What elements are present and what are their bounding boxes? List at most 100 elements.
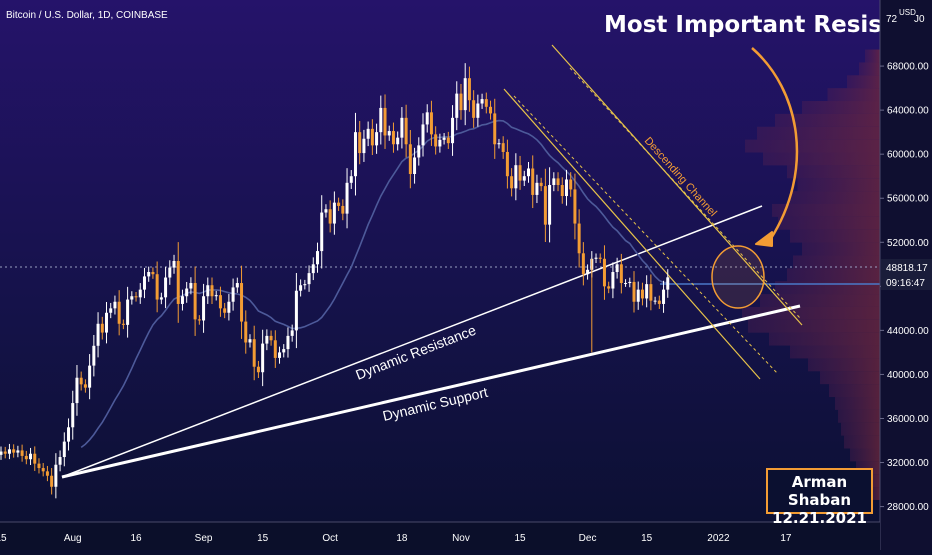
- volume-profile-bar: [748, 319, 880, 333]
- volume-profile-bar: [787, 165, 880, 179]
- candle-body: [510, 176, 514, 189]
- candle-body: [168, 267, 172, 278]
- candle-body: [535, 182, 539, 195]
- candle-body: [543, 186, 547, 225]
- candle-body: [489, 106, 493, 114]
- y-tick-label: 44000.00: [887, 326, 929, 337]
- candle-body: [290, 330, 294, 336]
- volume-profile-bar: [790, 229, 880, 243]
- candle-body: [505, 151, 509, 177]
- candle-body: [202, 296, 206, 321]
- volume-profile-bar: [745, 139, 880, 153]
- candle-body: [105, 312, 108, 333]
- candle-body: [586, 269, 590, 275]
- x-tick-label: 17: [780, 533, 792, 544]
- candle-body: [29, 453, 33, 460]
- candle-body: [514, 165, 518, 189]
- candle-body: [197, 319, 201, 321]
- x-tick-label: 15: [0, 533, 7, 544]
- channel-mid-line: [513, 95, 779, 375]
- candle-body: [573, 189, 577, 224]
- candle-body: [235, 283, 239, 288]
- candle-body: [33, 453, 37, 464]
- candle-body: [138, 289, 142, 298]
- candle-body: [164, 277, 168, 298]
- price-label: 48818.17: [886, 263, 928, 274]
- volume-profile-bar: [838, 409, 880, 423]
- volume-profile-bar: [787, 268, 880, 282]
- candle-body: [484, 99, 488, 107]
- candle-body: [7, 449, 11, 454]
- candle-body: [121, 323, 125, 325]
- volume-profile-bar: [763, 152, 880, 166]
- candle-body: [602, 258, 606, 287]
- candle-body: [328, 209, 332, 224]
- candle-body: [455, 93, 459, 118]
- volume-profile-bar: [847, 75, 880, 89]
- candle-body: [362, 138, 366, 154]
- candle-body: [396, 137, 400, 145]
- y-tick-label: 64000.00: [887, 106, 929, 117]
- candle-body: [467, 78, 471, 101]
- candle-body: [50, 475, 54, 487]
- candle-body: [387, 131, 391, 136]
- candle-body: [20, 450, 24, 456]
- candle-body: [172, 261, 176, 268]
- candle-body: [227, 301, 231, 313]
- y-tick-label: 36000.00: [887, 414, 929, 425]
- currency-label: USD: [899, 8, 916, 17]
- candle-body: [539, 182, 543, 187]
- candle-body: [434, 134, 438, 147]
- resistance-arrow: [751, 47, 799, 241]
- candle-body: [117, 301, 121, 324]
- candle-body: [640, 289, 644, 299]
- volume-profile-bar: [820, 371, 880, 385]
- candle-body: [662, 289, 666, 304]
- highlight-circle: [711, 245, 765, 309]
- candle-body: [438, 139, 442, 147]
- candle-body: [611, 272, 615, 289]
- candle-body: [180, 296, 184, 304]
- candle-body: [311, 264, 315, 274]
- volume-profile-bar: [797, 178, 880, 192]
- volume-profile-bar: [769, 332, 880, 346]
- candle-body: [16, 450, 20, 453]
- candle-body: [294, 290, 298, 331]
- candle-body: [379, 107, 383, 133]
- candle-body: [501, 143, 505, 152]
- candle-body: [147, 272, 151, 277]
- candle-body: [442, 137, 446, 140]
- axis-top-fragment-right: J0: [914, 14, 925, 25]
- candle-body: [83, 384, 87, 388]
- candle-body: [92, 345, 96, 366]
- candle-body: [67, 427, 71, 442]
- candle-body: [324, 209, 328, 213]
- candle-body: [472, 100, 476, 118]
- dynamic-resistance-line: [61, 205, 763, 478]
- candle-body: [619, 264, 623, 284]
- volume-profile-bar: [790, 345, 880, 359]
- author-name: Arman Shaban: [787, 473, 852, 509]
- volume-profile-bar: [775, 113, 880, 127]
- y-tick-label: 68000.00: [887, 62, 929, 73]
- candle-body: [142, 276, 146, 290]
- volume-profile-bar: [775, 281, 880, 295]
- candle-body: [337, 202, 341, 206]
- candle-body: [278, 352, 282, 358]
- candle-body: [130, 296, 134, 300]
- chart-title: Most Important Resistance: [604, 12, 932, 38]
- candle-body: [3, 451, 7, 454]
- candle-body: [522, 176, 526, 181]
- x-tick-label: Sep: [195, 533, 213, 544]
- candle-body: [404, 117, 408, 145]
- candle-body: [417, 145, 421, 158]
- candle-body: [636, 289, 640, 302]
- candle-body: [151, 272, 155, 275]
- candle-body: [261, 343, 265, 373]
- candle-body: [282, 349, 286, 353]
- volume-profile-bar: [793, 255, 880, 269]
- candle-body: [24, 455, 28, 460]
- candle-body: [332, 202, 336, 224]
- candle-body: [320, 212, 324, 252]
